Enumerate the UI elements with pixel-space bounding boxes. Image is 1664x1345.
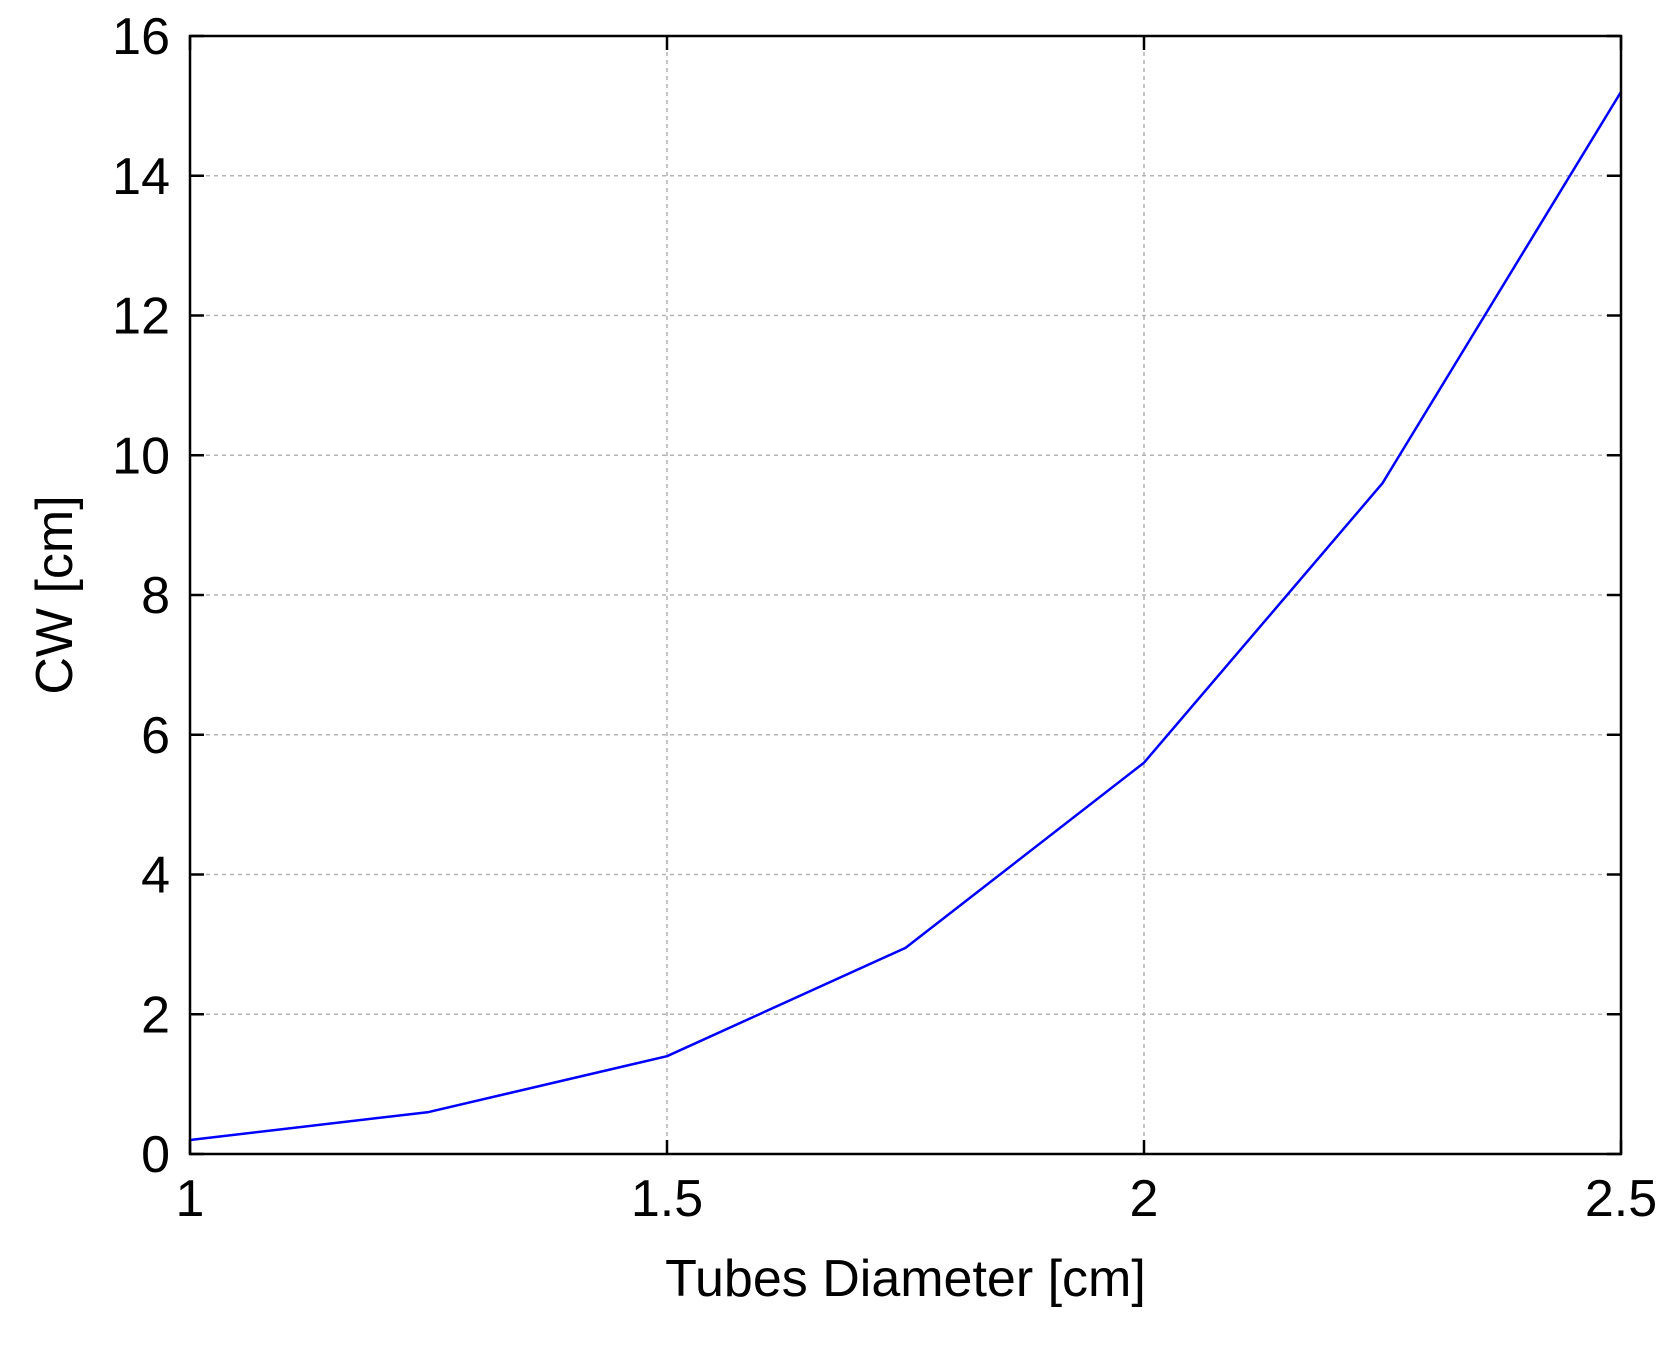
x-axis-label: Tubes Diameter [cm] bbox=[665, 1250, 1146, 1308]
x-tick-label: 2 bbox=[1130, 1170, 1159, 1228]
tick-labels: 1 1.5 2 2.5 0 2 4 6 8 10 12 14 16 bbox=[112, 8, 1657, 1228]
x-tick-label: 2.5 bbox=[1585, 1170, 1657, 1228]
y-tick-label: 10 bbox=[112, 427, 170, 485]
y-tick-label: 0 bbox=[141, 1126, 170, 1184]
y-axis-label: CW [cm] bbox=[26, 495, 84, 694]
tick-marks bbox=[188, 34, 1623, 1156]
x-tick-label: 1.5 bbox=[631, 1170, 703, 1228]
series-line bbox=[189, 91, 1623, 1142]
y-tick-label: 2 bbox=[141, 986, 170, 1044]
y-tick-label: 8 bbox=[141, 567, 170, 625]
y-tick-label: 6 bbox=[141, 707, 170, 765]
series-layer bbox=[189, 91, 1623, 1142]
x-tick-label: 1 bbox=[176, 1170, 205, 1228]
y-tick-label: 12 bbox=[112, 288, 170, 346]
y-tick-label: 14 bbox=[112, 148, 170, 206]
y-tick-label: 16 bbox=[112, 8, 170, 66]
grid bbox=[190, 36, 1621, 1154]
y-tick-label: 4 bbox=[141, 847, 170, 905]
